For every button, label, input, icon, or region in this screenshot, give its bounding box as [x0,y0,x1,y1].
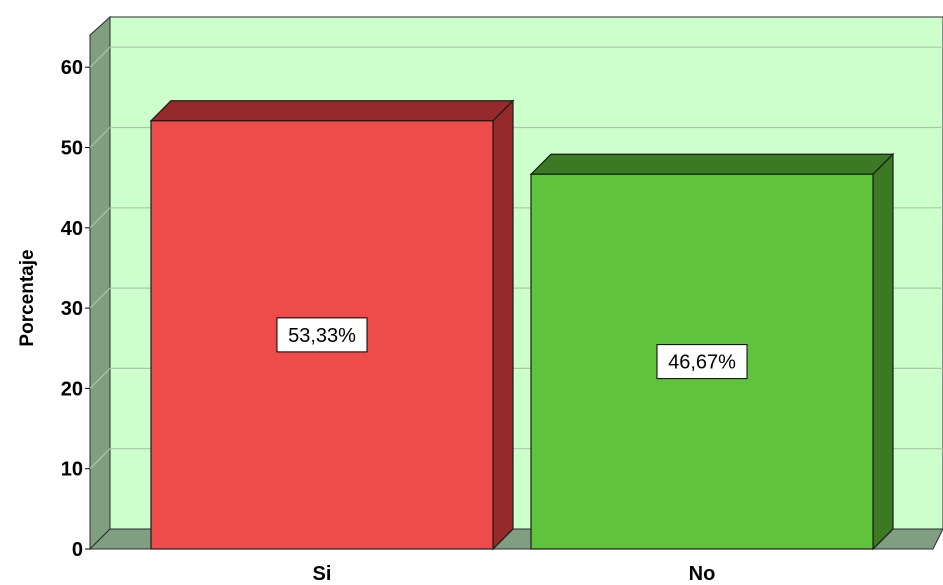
x-category-label: No [689,563,716,585]
y-tick-label: 10 [61,459,83,481]
y-axis-ticks: 0 10 20 30 40 50 60 [61,57,90,561]
y-tick-label: 0 [72,539,83,561]
y-tick-label: 40 [61,218,83,240]
y-tick-label: 60 [61,57,83,79]
bar-side-face [872,152,894,551]
bar-top-face [149,100,515,122]
data-label: 53,33% [288,325,356,347]
bar-side-face [492,99,514,551]
side-gridline [89,46,111,68]
side-gridline [89,367,111,389]
x-category-label: Si [313,563,332,585]
data-label-box [656,344,748,380]
side-gridline [89,448,111,470]
y-axis-title: Porcentaje [17,249,38,346]
side-wall [89,15,111,551]
category-labels: Si No [313,563,716,585]
y-tick-label: 30 [61,298,83,320]
data-label-box [276,317,368,353]
side-gridline [89,127,111,148]
bar-top-face [529,153,895,175]
bar-si: 53,33% [149,99,515,551]
y-tick-label: 20 [61,378,83,400]
side-gridline [89,287,111,309]
bar-no: 46,67% [529,152,895,551]
side-gridline [89,207,111,229]
data-label: 46,67% [668,352,736,374]
bars: 53,33% 46,67% [149,99,895,551]
y-tick-label: 50 [61,138,83,160]
